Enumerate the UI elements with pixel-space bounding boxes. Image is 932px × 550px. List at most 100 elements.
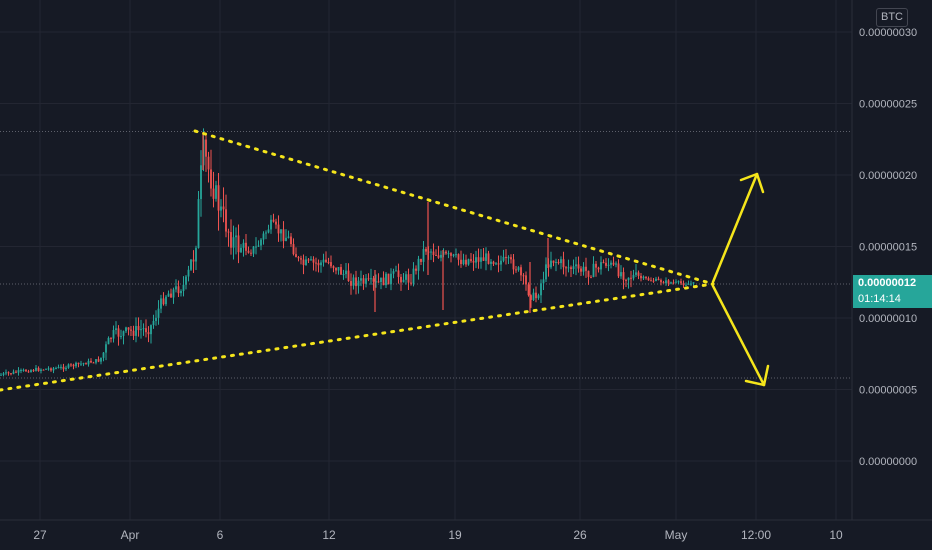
candle-body [350, 281, 352, 286]
candle-body [245, 242, 247, 251]
candle-body [552, 260, 555, 263]
candle-body [470, 259, 472, 261]
candle-body [672, 282, 675, 284]
candle-body [517, 267, 520, 271]
candle-body [175, 286, 177, 290]
candle-body [405, 274, 407, 280]
candle-body [302, 259, 305, 266]
candle-body [47, 368, 50, 370]
candle-body [100, 357, 102, 362]
candle-body [135, 326, 137, 336]
candle-body [585, 266, 587, 271]
candle-body [345, 270, 347, 275]
candle-body [275, 221, 277, 225]
y-tick-label: 0.00000010 [859, 313, 917, 325]
candle-body [327, 261, 330, 263]
candle-body [535, 292, 537, 299]
y-tick-label: 0.00000000 [859, 456, 917, 468]
candle-body [22, 369, 25, 371]
candle-body [467, 259, 470, 265]
candle-body [220, 206, 222, 211]
candle-body [87, 360, 90, 365]
candle-body [685, 284, 687, 286]
candle-body [450, 253, 452, 256]
candle-body [545, 264, 547, 280]
candle-body [497, 263, 500, 265]
candle-body [512, 259, 515, 270]
candle-body [227, 231, 230, 233]
candle-body [260, 239, 262, 246]
candle-body [337, 267, 340, 271]
candle-body [140, 329, 142, 331]
candle-body [197, 199, 200, 248]
candle-body [217, 185, 220, 211]
candle-body [292, 244, 295, 255]
candle-body [45, 368, 47, 370]
candle-body [287, 236, 290, 238]
candle-body [160, 298, 162, 309]
candle-body [360, 278, 362, 281]
candle-body [117, 328, 120, 337]
candle-body [85, 363, 87, 365]
candle-body [170, 293, 172, 298]
candle-body [42, 369, 45, 371]
candle-body [67, 364, 70, 368]
candle-body [572, 266, 575, 269]
candle-body [97, 359, 100, 362]
candle-body [540, 283, 542, 296]
current-price-label: 0.00000012 [858, 277, 917, 289]
candle-body [80, 363, 82, 365]
candle-body [465, 259, 467, 265]
candle-body [490, 261, 492, 264]
candle-body [480, 257, 482, 262]
candle-body [280, 229, 282, 234]
candle-body [452, 254, 455, 256]
candle-body [90, 360, 92, 363]
candle-body [212, 188, 215, 199]
candle-body [185, 276, 187, 285]
down-arrow-shaft [711, 284, 766, 387]
candle-body [505, 256, 507, 259]
candle-body [657, 278, 660, 281]
candle-body [255, 246, 257, 248]
candle-body [252, 246, 255, 254]
candle-body [575, 264, 577, 267]
x-tick-label: 6 [217, 528, 224, 542]
candle-body [605, 262, 607, 266]
candle-body [165, 296, 167, 305]
candle-body [207, 156, 210, 170]
candle-body [142, 328, 145, 330]
candle-body [612, 262, 615, 265]
time-axis[interactable]: 27 Apr 6 12 19 26 May 12:00 10 [33, 528, 843, 542]
candle-body [502, 256, 505, 261]
candle-body [680, 281, 682, 284]
candle-body [627, 277, 630, 281]
candle-body [677, 281, 680, 283]
candle-body [355, 277, 357, 287]
candle-body [205, 139, 207, 157]
candle-body [242, 242, 245, 248]
candle-body [152, 320, 155, 326]
candle-body [662, 282, 665, 284]
price-axis[interactable]: 0.00000000 0.00000005 0.00000010 0.00000015… [859, 27, 917, 468]
currency-badge[interactable]: BTC [876, 8, 908, 27]
candle-body [125, 327, 127, 332]
candle-body [397, 270, 400, 277]
candle-body [550, 260, 552, 268]
x-tick-label: 12 [322, 528, 336, 542]
candle-body [312, 259, 315, 263]
candle-body [5, 372, 7, 374]
candle-body [520, 267, 522, 276]
candle-body [162, 298, 165, 305]
candle-body [385, 273, 387, 286]
candle-body [132, 330, 135, 336]
candle-body [690, 283, 692, 285]
candle-body [557, 261, 560, 264]
candle-body [635, 272, 637, 275]
candle-body [582, 266, 585, 272]
candle-body [392, 271, 395, 274]
candle-body [102, 352, 105, 358]
candle-body [250, 252, 252, 254]
candle-body [377, 281, 380, 283]
